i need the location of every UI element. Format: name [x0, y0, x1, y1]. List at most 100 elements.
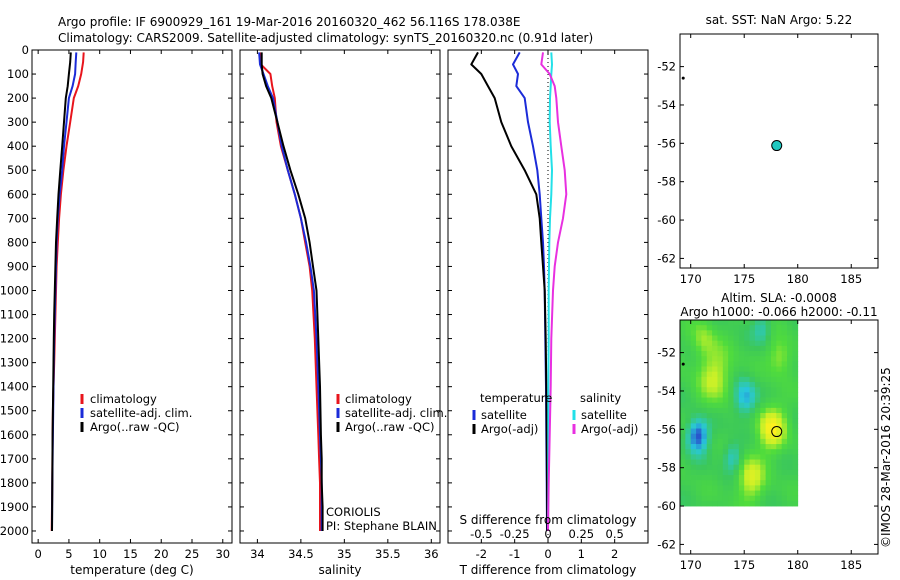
sla-heatmap-cell — [760, 402, 767, 409]
sla-heatmap-cell — [701, 407, 708, 414]
sla-heatmap-cell — [696, 428, 702, 435]
sla-heatmap-cell — [787, 475, 793, 481]
sla-map-xtick-label: 185 — [840, 558, 862, 572]
sla-heatmap-cell — [685, 449, 692, 455]
sla-heatmap-cell — [696, 418, 702, 424]
sla-heatmap-cell — [685, 459, 692, 466]
sla-heatmap-cell — [712, 444, 718, 450]
sla-heatmap-cell — [696, 454, 702, 460]
difference-t-argo-series-line — [470, 51, 549, 532]
sla-heatmap-cell — [781, 402, 788, 409]
sla-heatmap-cell — [792, 397, 799, 404]
sst-map-xtick-label: 175 — [733, 272, 755, 286]
sla-heatmap-cell — [776, 371, 783, 378]
sla-heatmap-cell — [744, 495, 750, 502]
sla-heatmap-cell — [701, 382, 708, 388]
sla-heatmap-cell — [712, 356, 718, 362]
sla-heatmap-cell — [701, 351, 708, 357]
sla-heatmap-cell — [696, 351, 702, 357]
sla-map-ytick-label: -52 — [657, 346, 676, 360]
sla-heatmap-cell — [787, 423, 793, 429]
sla-heatmap-cell — [787, 361, 793, 367]
depth-tick-label: 900 — [7, 259, 29, 273]
sla-heatmap-cell — [706, 485, 713, 491]
sla-heatmap-cell — [690, 500, 697, 507]
sla-heatmap-cell — [787, 376, 793, 383]
sst-map-xtick-label: 185 — [840, 272, 862, 286]
sla-heatmap-cell — [792, 402, 799, 409]
sla-heatmap-cell — [776, 423, 783, 429]
sla-heatmap-cell — [744, 418, 750, 424]
sla-heatmap-cell — [781, 330, 788, 336]
sla-heatmap-cell — [728, 340, 734, 347]
difference-xlabel: T difference from climatology — [459, 563, 637, 577]
sla-heatmap-cell — [706, 454, 713, 460]
sla-heatmap-cell — [749, 418, 756, 424]
sla-heatmap-cell — [760, 376, 767, 383]
sla-heatmap-cell — [696, 376, 702, 383]
salinity-xlabel: salinity — [318, 563, 361, 577]
sla-heatmap-cell — [744, 382, 750, 388]
sla-heatmap-cell — [680, 402, 686, 409]
sla-heatmap-cell — [733, 449, 740, 455]
sla-heatmap-cell — [765, 366, 772, 373]
sla-heatmap-cell — [722, 428, 729, 435]
sla-heatmap-cell — [680, 454, 686, 460]
sla-map-ytick-label: -62 — [657, 537, 676, 551]
sla-heatmap-cell — [706, 387, 713, 393]
sla-map-title-line2: Argo h1000: -0.066 h2000: -0.11 — [680, 305, 877, 319]
sla-heatmap-cell — [712, 500, 718, 507]
sla-heatmap-cell — [744, 356, 750, 362]
sla-heatmap-cell — [728, 382, 734, 388]
sla-heatmap-cell — [754, 413, 761, 419]
sla-heatmap-cell — [749, 351, 756, 357]
sla-heatmap-cell — [760, 366, 767, 373]
sla-heatmap-cell — [744, 480, 750, 486]
difference-legend-label: satellite — [481, 408, 527, 422]
sla-heatmap-cell — [706, 340, 713, 347]
sla-heatmap-cell — [770, 449, 777, 455]
difference-legend-label: satellite — [581, 408, 627, 422]
sla-heatmap-cell — [717, 444, 724, 450]
sla-heatmap-cell — [754, 480, 761, 486]
sla-heatmap-cell — [738, 361, 745, 367]
sla-heatmap-cell — [792, 387, 799, 393]
sla-heatmap-cell — [690, 438, 697, 445]
sla-heatmap-cell — [760, 454, 767, 460]
sla-heatmap-cell — [749, 325, 756, 331]
sla-heatmap-cell — [722, 366, 729, 373]
sla-heatmap-cell — [760, 361, 767, 367]
sla-heatmap-cell — [760, 469, 767, 476]
sla-heatmap-cell — [738, 382, 745, 388]
sla-heatmap-cell — [765, 438, 772, 445]
sla-heatmap-cell — [754, 464, 761, 471]
sla-heatmap-cell — [744, 371, 750, 378]
sla-heatmap-cell — [701, 485, 708, 491]
sla-heatmap-cell — [722, 433, 729, 440]
sla-heatmap-cell — [770, 407, 777, 414]
salinity-xtick-label: 34.5 — [288, 547, 314, 561]
sst-map-ytick-label: -60 — [657, 213, 676, 227]
sla-heatmap-cell — [690, 366, 697, 373]
sla-heatmap-cell — [728, 454, 734, 460]
sla-heatmap-cell — [701, 413, 708, 419]
sla-heatmap-cell — [765, 433, 772, 440]
sla-heatmap-cell — [733, 345, 740, 352]
sla-heatmap-cell — [696, 444, 702, 450]
sla-heatmap-cell — [722, 402, 729, 409]
sla-heatmap-cell — [696, 423, 702, 429]
sla-heatmap-cell — [696, 356, 702, 362]
sla-heatmap-cell — [792, 480, 799, 486]
sla-heatmap-cell — [696, 485, 702, 491]
sla-heatmap-cell — [696, 330, 702, 336]
sla-heatmap-cell — [680, 351, 686, 357]
sla-heatmap-cell — [728, 351, 734, 357]
sla-heatmap-cell — [733, 418, 740, 424]
sla-heatmap-cell — [680, 485, 686, 491]
salinity-annotation-pi: PI: Stephane BLAIN — [326, 519, 437, 533]
sla-heatmap-cell — [781, 438, 788, 445]
sla-heatmap-cell — [717, 330, 724, 336]
sla-heatmap-cell — [792, 438, 799, 445]
depth-tick-label: 1000 — [0, 283, 29, 297]
sla-heatmap-cell — [706, 371, 713, 378]
